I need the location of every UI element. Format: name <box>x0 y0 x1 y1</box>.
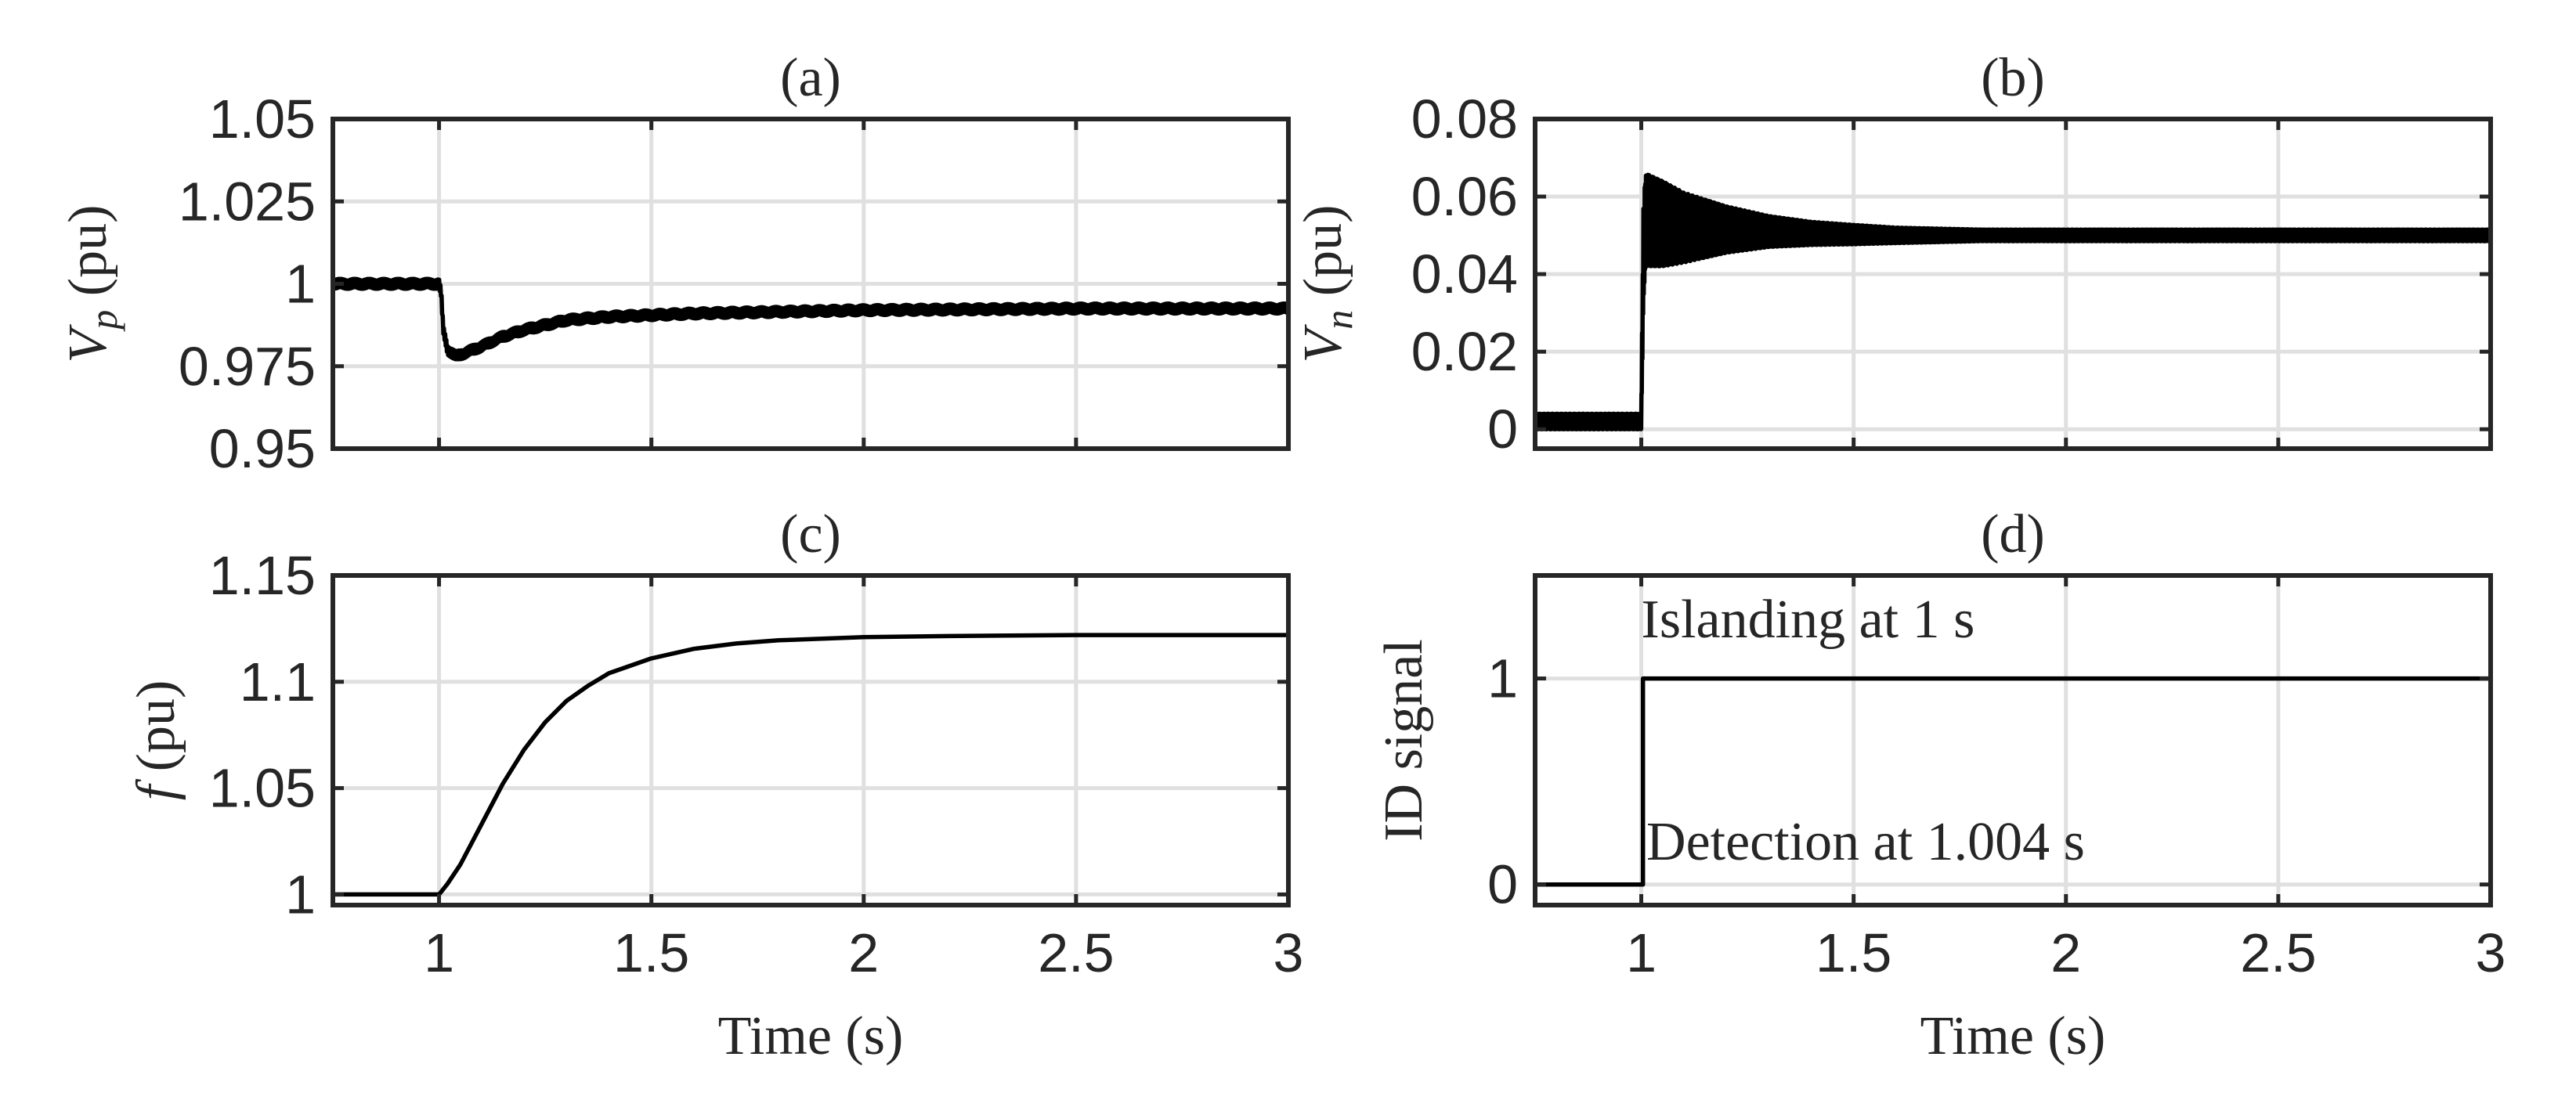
y-axis-label-main: V <box>1293 323 1353 363</box>
series-line-vn <box>1533 172 2493 431</box>
panel-a: 0.95 0.975 1 1.025 1.05 (a) Vp (pu) <box>58 48 1291 479</box>
x-tick-label: 2.5 <box>1038 922 1114 983</box>
x-tick-label: 3 <box>1274 922 1304 983</box>
y-axis-label-main: V <box>58 323 118 363</box>
x-tick-label: 2 <box>2050 922 2081 983</box>
y-axis-label: ID signal <box>1374 639 1434 842</box>
panels-group: 0.95 0.975 1 1.025 1.05 (a) Vp (pu) 0 0.02 0.04 0.… <box>58 48 2506 1066</box>
y-axis-label-subscript: p <box>81 310 125 332</box>
x-tick-label: 2 <box>848 922 879 983</box>
y-tick-label: 1.05 <box>209 758 316 819</box>
axes-frame <box>331 573 1291 907</box>
panel-c: 1 1.05 1.1 1.15 1 1.5 2 2.5 3 (c) Time (s) f (pu) <box>126 504 1303 1066</box>
y-axis-label: Vp (pu) <box>58 205 125 363</box>
x-tick-label: 1 <box>1626 922 1657 983</box>
y-tick-label: 1.05 <box>209 88 316 150</box>
y-axis-label-main: ID signal <box>1374 639 1434 842</box>
series-line-f <box>333 633 1288 897</box>
x-tick-label: 3 <box>2476 922 2506 983</box>
panel-title: (a) <box>780 48 841 108</box>
y-tick-label: 1.025 <box>179 171 316 232</box>
y-tick-label: 1 <box>285 864 316 925</box>
x-axis-label: Time (s) <box>1920 1006 2106 1066</box>
panel-title: (b) <box>1981 48 2045 108</box>
series-line-vp <box>331 276 1291 362</box>
y-tick-label: 1 <box>285 254 316 315</box>
y-tick-label: 0 <box>1487 854 1518 915</box>
y-axis-label: Vn (pu) <box>1293 205 1360 363</box>
panel-title: (d) <box>1981 504 2045 565</box>
y-tick-label: 0.95 <box>209 418 316 479</box>
y-tick-label: 0.06 <box>1411 166 1518 227</box>
y-tick-label: 0.02 <box>1411 321 1518 382</box>
y-tick-label: 0.08 <box>1411 88 1518 150</box>
x-tick-label: 1.5 <box>1815 922 1891 983</box>
x-tick-label: 1.5 <box>613 922 689 983</box>
y-axis-label-unit: (pu) <box>58 205 118 310</box>
y-tick-label: 0.04 <box>1411 243 1518 305</box>
y-tick-label: 1 <box>1487 648 1518 709</box>
axes-frame <box>1533 117 2493 451</box>
y-axis-label-unit: (pu) <box>126 680 186 785</box>
panel-title: (c) <box>780 504 841 565</box>
y-tick-label: 1.15 <box>209 545 316 606</box>
series-line-id <box>1535 676 2491 887</box>
y-axis-label-unit: (pu) <box>1293 205 1353 310</box>
y-tick-label: 0.975 <box>179 336 316 397</box>
annotation-label: Detection at 1.004 s <box>1646 812 2085 872</box>
x-tick-label: 2.5 <box>2240 922 2316 983</box>
panel-d: 0 1 1 1.5 2 2.5 3 (d) Time (s) ID signal Islanding… <box>1374 504 2506 1066</box>
x-axis-label: Time (s) <box>718 1006 904 1066</box>
annotation-label: Islanding at 1 s <box>1642 590 1975 650</box>
y-axis-label: f (pu) <box>126 680 186 801</box>
axes-frame <box>1533 573 2493 907</box>
x-tick-label: 1 <box>424 922 454 983</box>
y-tick-label: 1.1 <box>240 651 316 712</box>
panel-b: 0 0.02 0.04 0.06 0.08 (b) Vn (pu) <box>1293 48 2493 460</box>
y-axis-label-subscript: n <box>1317 310 1360 330</box>
y-tick-label: 0 <box>1487 399 1518 460</box>
